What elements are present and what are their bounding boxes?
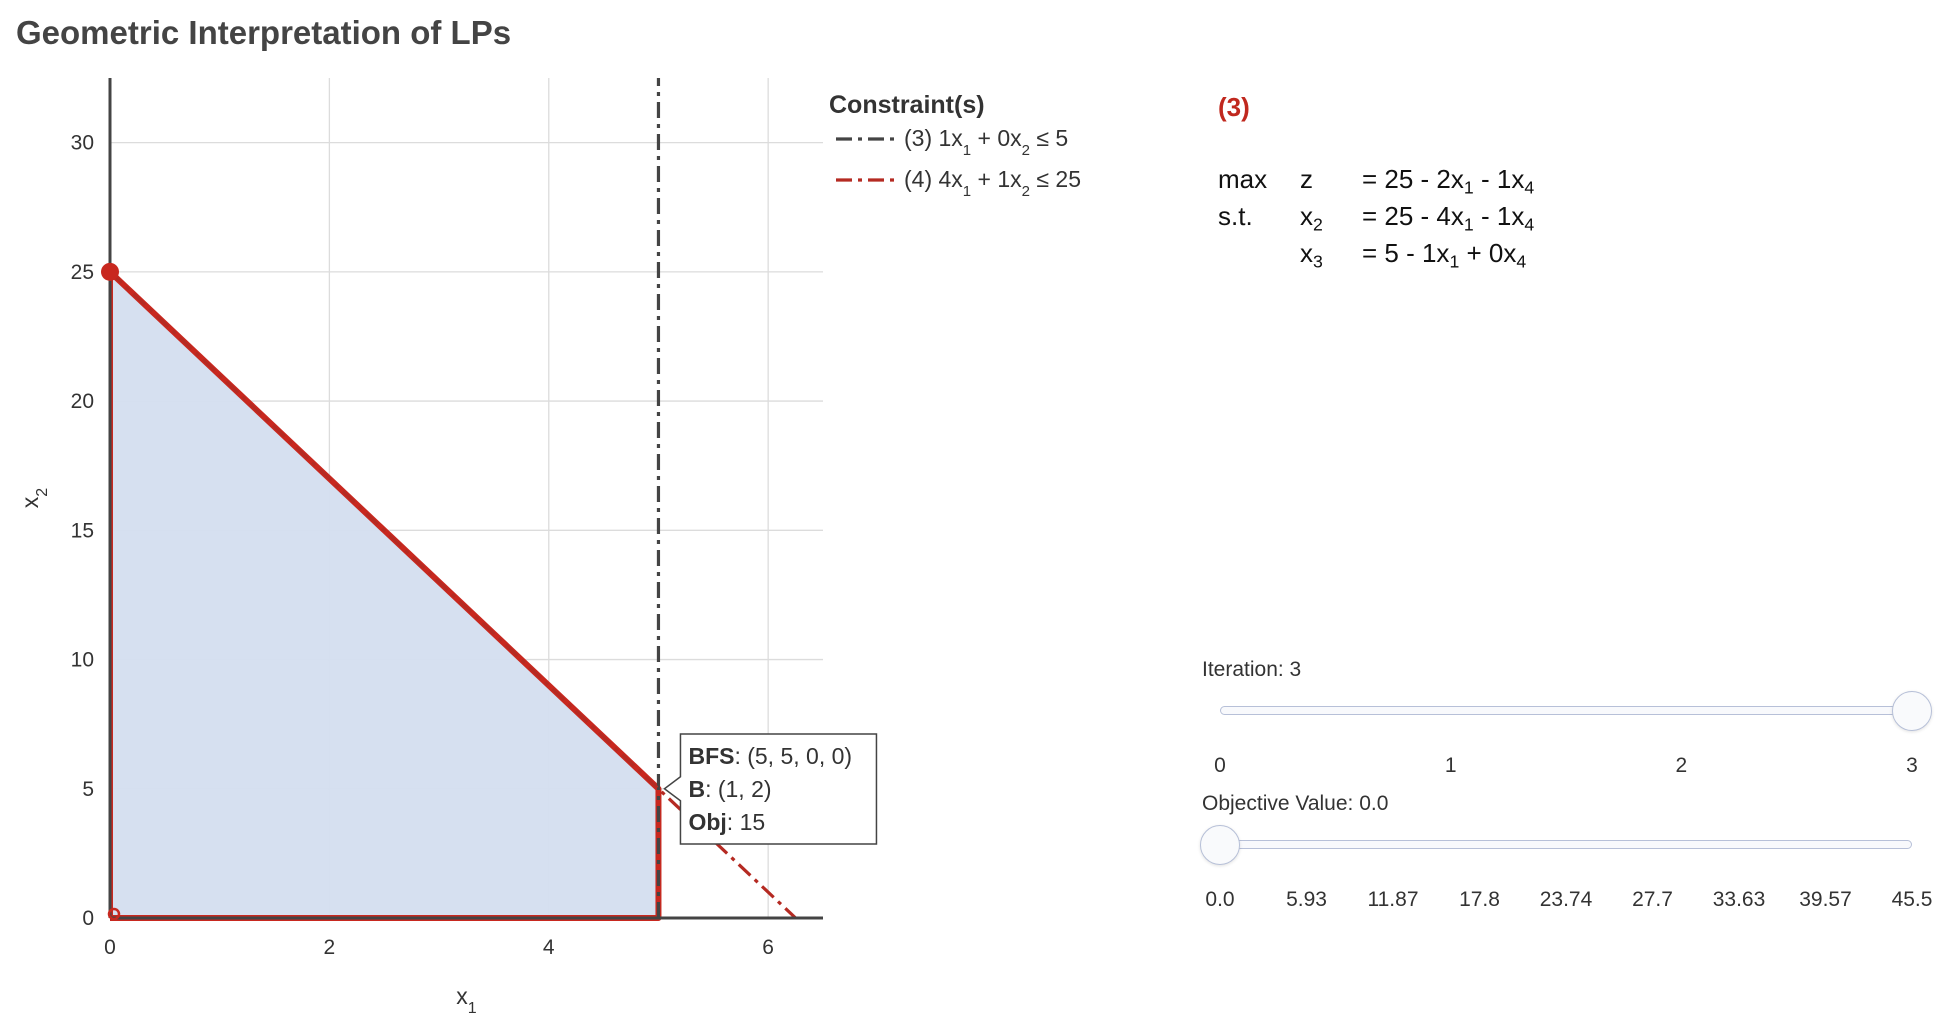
dictionary-row: s.t. x2 = 25 - 4x1 - 1x4 — [1218, 198, 1534, 235]
x-tick-label: 0 — [104, 936, 116, 959]
objective-slider-handle[interactable] — [1200, 825, 1240, 865]
slider-tick-label: 11.87 — [1367, 888, 1419, 911]
constraint-line-4 — [110, 270, 797, 920]
dictionary-cell: z — [1300, 164, 1313, 194]
dictionary-cell: s.t. — [1218, 201, 1253, 231]
iteration-tag: (3) — [1218, 92, 1250, 122]
tooltip-line: B: (1, 2) — [688, 776, 771, 802]
slider-tick-label: 27.7 — [1632, 888, 1673, 911]
vertex-markers — [101, 262, 121, 921]
iteration-slider-ticks: 0 1 2 3 — [1202, 754, 1942, 784]
page-title: Geometric Interpretation of LPs — [16, 14, 512, 51]
dictionary-cell — [1218, 235, 1300, 272]
dictionary-cell: max — [1218, 164, 1268, 194]
lp-plot: 0 2 4 6 0 5 10 15 20 25 30 x1 x2 Constraint(s) (3)… — [17, 78, 1081, 1017]
dictionary-cell: x2 — [1300, 201, 1323, 235]
legend: Constraint(s) (3) 1x1 + 0x2 ≤ 5 (4) 4x1 +… — [829, 91, 1081, 200]
y-tick-label: 15 — [71, 519, 94, 542]
slider-tick-label: 17.8 — [1459, 888, 1500, 911]
iteration-slider-label: Iteration: 3 — [1202, 658, 1302, 681]
x-tick-label: 2 — [324, 936, 336, 959]
objective-slider: Objective Value: 0.0 0.0 5.93 11.87 17.8 23.… — [1200, 792, 1942, 922]
axes — [108, 78, 823, 920]
x-tick-label: 4 — [543, 936, 555, 959]
slider-tick-label: 39.57 — [1799, 888, 1852, 911]
tooltip-line: Obj: 15 — [688, 809, 765, 835]
y-axis-title: x2 — [17, 488, 51, 509]
objective-slider-track[interactable] — [1220, 840, 1912, 849]
dictionary-table: max z = 25 - 2x1 - 1x4 s.t. x2 = 25 - 4x1 - 1… — [1218, 161, 1534, 272]
y-tick-label: 20 — [71, 390, 94, 413]
y-tick-label: 25 — [71, 261, 94, 284]
dictionary-row: max z = 25 - 2x1 - 1x4 — [1218, 161, 1534, 198]
constraint-lines — [110, 78, 797, 920]
slider-tick-label: 33.63 — [1712, 888, 1766, 911]
slider-tick-label: 2 — [1675, 754, 1688, 777]
bfs-tooltip: BFS: (5, 5, 0, 0) B: (1, 2) Obj: 15 — [663, 733, 878, 845]
tooltip-line: BFS: (5, 5, 0, 0) — [688, 743, 852, 769]
y-tick-label: 0 — [82, 907, 94, 930]
x-axis-title: x1 — [456, 983, 477, 1017]
slider-tick-label: 23.74 — [1539, 888, 1593, 911]
dictionary-cell: = 5 - 1x1 + 0x4 — [1362, 238, 1527, 272]
slider-tick-label: 0 — [1214, 754, 1226, 777]
y-tick-label: 10 — [71, 649, 94, 672]
dictionary-cell: x3 — [1300, 238, 1323, 272]
iteration-slider: Iteration: 3 0 1 2 3 — [1202, 658, 1942, 788]
slider-tick-label: 5.93 — [1286, 888, 1327, 911]
x-tick-label: 6 — [762, 936, 774, 959]
y-tick-label: 30 — [71, 132, 94, 155]
dictionary-row: x3 = 5 - 1x1 + 0x4 — [1218, 235, 1534, 272]
feasible-region-fill — [110, 271, 659, 918]
dictionary-panel: (3) max z = 25 - 2x1 - 1x4 s.t. x2 = 25 - 4x1… — [1218, 92, 1534, 272]
slider-tick-label: 1 — [1444, 754, 1457, 777]
slider-tick-label: 45.5 — [1891, 888, 1933, 911]
slider-tick-label: 3 — [1906, 754, 1918, 777]
iteration-slider-track[interactable] — [1220, 706, 1912, 715]
legend-entry-label: (3) 1x1 + 0x2 ≤ 5 — [904, 125, 1068, 159]
objective-slider-label: Objective Value: 0.0 — [1202, 792, 1389, 815]
legend-title: Constraint(s) — [829, 91, 985, 119]
slider-tick-label: 0.0 — [1205, 888, 1235, 911]
objective-slider-ticks: 0.0 5.93 11.87 17.8 23.74 27.7 33.63 39.57 45.5 — [1202, 888, 1942, 918]
tick-labels: 0 2 4 6 0 5 10 15 20 25 30 — [71, 132, 774, 959]
feasible-region — [110, 268, 662, 921]
vertex-marker-open — [107, 907, 121, 921]
dictionary-cell: = 25 - 2x1 - 1x4 — [1362, 164, 1535, 198]
iteration-slider-handle[interactable] — [1892, 691, 1932, 731]
vertex-marker — [101, 262, 119, 281]
dictionary-cell: = 25 - 4x1 - 1x4 — [1362, 201, 1535, 235]
y-tick-label: 5 — [82, 778, 94, 801]
tooltip-box — [663, 733, 878, 845]
legend-entry-label: (4) 4x1 + 1x2 ≤ 25 — [904, 166, 1081, 200]
